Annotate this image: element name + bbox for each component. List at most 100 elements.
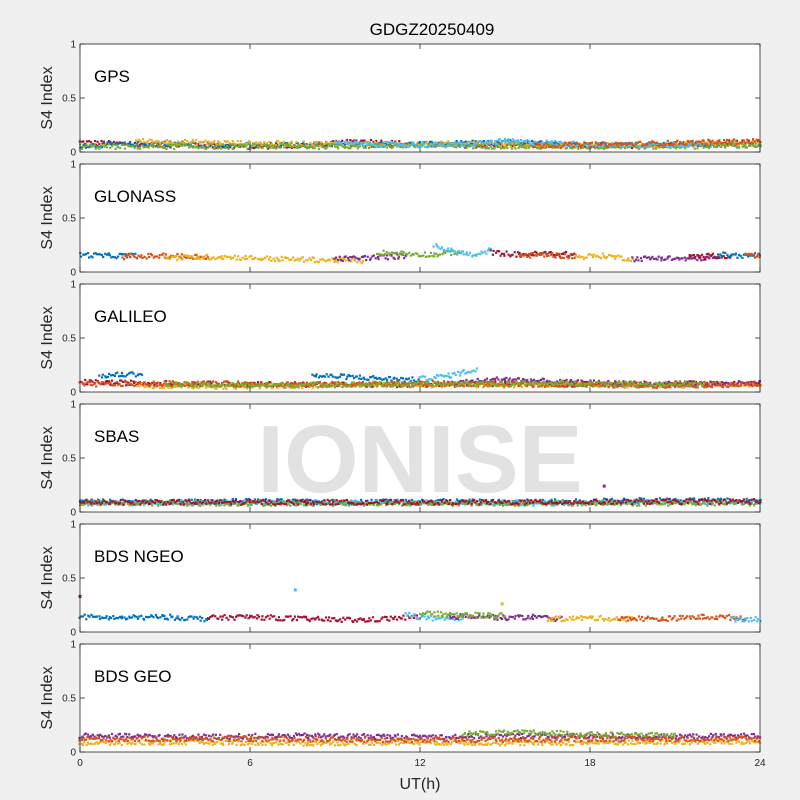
data-point xyxy=(418,145,421,148)
data-point xyxy=(569,147,572,150)
data-point xyxy=(563,382,566,385)
data-point xyxy=(184,138,187,142)
data-point xyxy=(122,375,125,378)
panel-label: GALILEO xyxy=(94,307,167,326)
data-point xyxy=(190,144,193,147)
data-point xyxy=(167,144,170,147)
data-point xyxy=(209,258,212,261)
data-point xyxy=(226,140,229,143)
data-point xyxy=(370,145,373,148)
data-point xyxy=(627,259,631,262)
data-point xyxy=(460,383,463,387)
data-point xyxy=(736,382,739,385)
data-point xyxy=(687,140,691,143)
data-point xyxy=(489,379,492,382)
data-point xyxy=(293,383,296,386)
data-point xyxy=(379,377,382,380)
data-point xyxy=(250,382,254,386)
data-point xyxy=(690,142,693,145)
data-point xyxy=(739,141,742,144)
data-point xyxy=(759,144,762,147)
data-point xyxy=(532,143,535,146)
data-point xyxy=(453,382,456,385)
data-point xyxy=(137,254,140,257)
data-point xyxy=(365,259,368,262)
data-point xyxy=(190,386,193,389)
data-point xyxy=(492,377,495,380)
data-point xyxy=(752,381,755,384)
data-point xyxy=(447,372,450,375)
data-point xyxy=(699,257,702,260)
data-point xyxy=(80,255,83,258)
data-point xyxy=(331,257,334,260)
data-point xyxy=(103,145,106,148)
data-point xyxy=(555,252,558,255)
data-point xyxy=(537,143,540,146)
data-point xyxy=(318,385,321,388)
data-point xyxy=(214,384,217,387)
data-point xyxy=(199,382,202,385)
data-point xyxy=(116,371,119,374)
data-point xyxy=(220,255,223,258)
data-point xyxy=(597,385,600,389)
data-point xyxy=(713,142,716,145)
data-point xyxy=(529,378,532,381)
data-point xyxy=(503,147,506,150)
data-point xyxy=(628,380,631,383)
data-point xyxy=(577,142,580,145)
data-point xyxy=(660,143,663,146)
data-point xyxy=(281,259,284,262)
data-point xyxy=(91,384,94,387)
data-point xyxy=(705,143,708,146)
data-point xyxy=(377,257,380,261)
data-point xyxy=(333,386,336,389)
data-point xyxy=(487,147,491,150)
data-point xyxy=(496,140,499,143)
data-point xyxy=(198,384,202,387)
data-point xyxy=(289,385,292,388)
data-point xyxy=(417,380,420,384)
data-point xyxy=(543,143,546,146)
data-point xyxy=(573,380,576,383)
data-point xyxy=(488,503,491,506)
data-point xyxy=(407,384,410,387)
data-point xyxy=(605,141,608,145)
data-point xyxy=(693,147,696,150)
data-point xyxy=(640,385,643,388)
data-point xyxy=(214,258,217,261)
data-point xyxy=(99,253,102,256)
data-point xyxy=(134,252,137,255)
data-point xyxy=(694,142,697,145)
data-point xyxy=(666,144,669,147)
data-point xyxy=(505,380,509,383)
data-point xyxy=(464,140,468,143)
y-tick-label: 0.5 xyxy=(62,334,76,345)
data-point xyxy=(222,143,225,146)
data-point xyxy=(476,142,479,145)
data-point xyxy=(570,141,573,144)
data-point xyxy=(231,498,234,501)
data-point xyxy=(528,146,531,149)
data-point xyxy=(385,140,388,143)
data-point xyxy=(245,384,248,387)
data-point xyxy=(559,146,563,149)
data-point xyxy=(192,257,195,260)
data-point xyxy=(355,145,358,148)
data-point xyxy=(594,141,597,144)
data-point xyxy=(208,384,211,387)
data-point xyxy=(109,146,112,149)
data-point xyxy=(550,140,553,143)
data-point xyxy=(342,373,346,376)
data-point xyxy=(127,372,130,375)
data-point xyxy=(485,377,489,380)
data-point xyxy=(102,255,105,259)
data-point xyxy=(168,141,171,144)
data-point xyxy=(497,378,500,381)
data-point xyxy=(628,382,631,385)
data-point xyxy=(223,140,226,143)
data-series xyxy=(418,367,478,382)
data-point xyxy=(150,144,153,147)
data-point xyxy=(163,380,166,383)
data-point xyxy=(473,385,476,388)
